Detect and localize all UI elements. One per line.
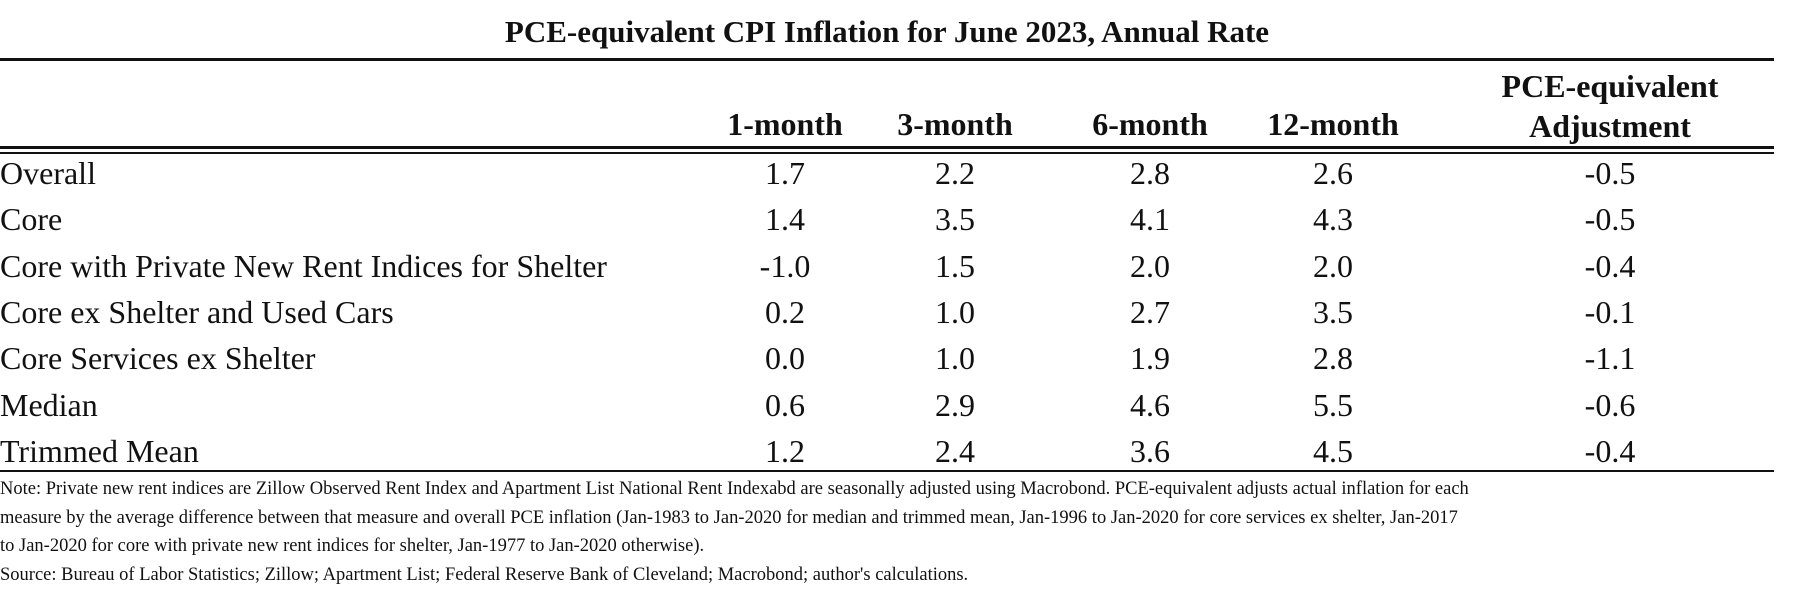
header-rule-lower <box>0 152 1774 154</box>
table-cell: 2.6 <box>1313 155 1353 191</box>
table-cell: 1.7 <box>765 155 805 191</box>
table-cell: 2.8 <box>1313 340 1353 377</box>
table-cell: 1.2 <box>765 432 805 469</box>
table-cell: -0.6 <box>1584 386 1636 423</box>
table-cell: 1.9 <box>1130 340 1170 377</box>
table-cell: 0.6 <box>765 386 805 423</box>
table-cell: -0.5 <box>1584 155 1636 191</box>
table-cell: 4.6 <box>1130 386 1170 423</box>
table-cell: 3.5 <box>1313 293 1353 330</box>
table-cell: -0.4 <box>1584 247 1636 284</box>
table-cell: 2.8 <box>1130 155 1170 191</box>
column-header: 6-month <box>1092 106 1208 142</box>
table-cell: 4.1 <box>1130 201 1170 238</box>
table-cell: -1.0 <box>759 247 811 284</box>
table-cell: 4.5 <box>1313 432 1353 469</box>
table-cell: 2.9 <box>935 386 975 423</box>
row-label: Core Services ex Shelter <box>0 340 316 377</box>
table-cell: 2.4 <box>935 432 975 469</box>
table-cell: 1.5 <box>935 247 975 284</box>
bottom-rule <box>0 470 1774 472</box>
row-label: Core with Private New Rent Indices for S… <box>0 247 607 284</box>
note-line-1: Note: Private new rent indices are Zillo… <box>0 479 1469 499</box>
table-cell: 0.2 <box>765 293 805 330</box>
table-cell: 2.0 <box>1313 247 1353 284</box>
table-cell: 1.0 <box>935 340 975 377</box>
table-cell: -0.4 <box>1584 432 1636 469</box>
row-label: Overall <box>0 155 96 191</box>
table-cell: 1.0 <box>935 293 975 330</box>
row-label: Median <box>0 386 98 423</box>
table-cell: 0.0 <box>765 340 805 377</box>
note-line-2: measure by the average difference betwee… <box>0 508 1458 528</box>
table-cell: -1.1 <box>1584 340 1636 377</box>
column-header: 1-month <box>727 106 843 142</box>
row-label: Core <box>0 201 63 238</box>
table-cell: 2.0 <box>1130 247 1170 284</box>
table-cell: -0.1 <box>1584 293 1636 330</box>
column-header: 3-month <box>897 106 1013 142</box>
table-cell: 3.6 <box>1130 432 1170 469</box>
column-header: PCE-equivalent Adjustment <box>1501 68 1719 144</box>
header-rule-upper <box>0 146 1774 149</box>
table-cell: 2.7 <box>1130 293 1170 330</box>
row-label: Trimmed Mean <box>0 432 199 469</box>
table-cell: 5.5 <box>1313 386 1353 423</box>
table-cell: 2.2 <box>935 155 975 191</box>
note-line-3: to Jan-2020 for core with private new re… <box>0 536 705 556</box>
column-header: 12-month <box>1267 106 1399 142</box>
row-label: Core ex Shelter and Used Cars <box>0 293 394 330</box>
table-cell: 3.5 <box>935 201 975 238</box>
chart-title: PCE-equivalent CPI Inflation for June 20… <box>504 14 1270 49</box>
table-cell: 4.3 <box>1313 201 1353 238</box>
top-rule <box>0 58 1774 61</box>
table-cell: 1.4 <box>765 201 805 238</box>
table-cell: -0.5 <box>1584 201 1636 238</box>
source-line: Source: Bureau of Labor Statistics; Zill… <box>0 565 969 585</box>
